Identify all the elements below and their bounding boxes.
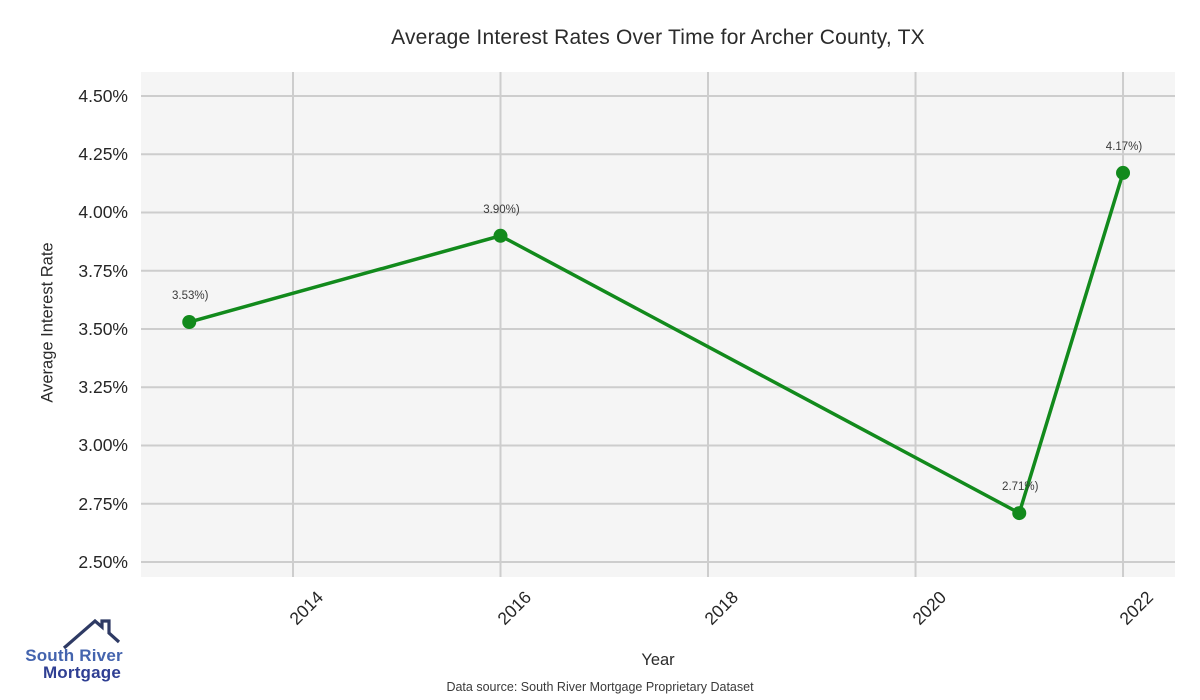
point-value-label: 2.71%) [1002,481,1039,494]
y-tick-label: 3.25% [78,377,128,398]
point-value-label: 3.53%) [172,290,209,302]
house-roof-icon [62,618,121,650]
x-tick-label: 2022 [1115,587,1158,629]
x-tick-label: 2014 [285,587,328,629]
logo-text-line1: South River [25,646,123,665]
series-line [187,171,1125,516]
logo-text-line2: Mortgage [42,663,122,682]
y-tick-label: 3.50% [78,318,128,339]
y-tick-label: 3.75% [78,260,128,281]
y-tick-label: 4.25% [78,144,128,165]
chart-title: Average Interest Rates Over Time for Arc… [391,26,925,49]
data-point-marker [182,315,197,330]
data-point-marker [1012,506,1027,521]
y-tick-label: 3.00% [78,435,128,456]
chart-canvas [141,72,1175,577]
point-value-label: 3.90%) [483,203,520,216]
x-axis-label: Year [641,651,675,669]
x-tick-label: 2018 [700,587,743,629]
y-tick-label: 4.00% [78,202,128,223]
south-river-mortgage-logo: South River Mortgage [14,610,139,685]
x-tick-label: 2020 [907,587,950,629]
data-source-note: Data source: South River Mortgage Propri… [446,680,754,694]
y-tick-label: 2.75% [78,493,128,514]
data-point-marker [493,228,508,243]
data-point-marker [1116,165,1131,180]
y-tick-label: 2.50% [78,551,128,572]
point-value-label: 4.17%) [1105,140,1143,153]
plot-area [141,72,1175,577]
y-tick-label: 4.50% [78,85,128,106]
x-tick-label: 2016 [492,587,535,629]
y-axis-label: Average Interest Rate [38,242,57,403]
